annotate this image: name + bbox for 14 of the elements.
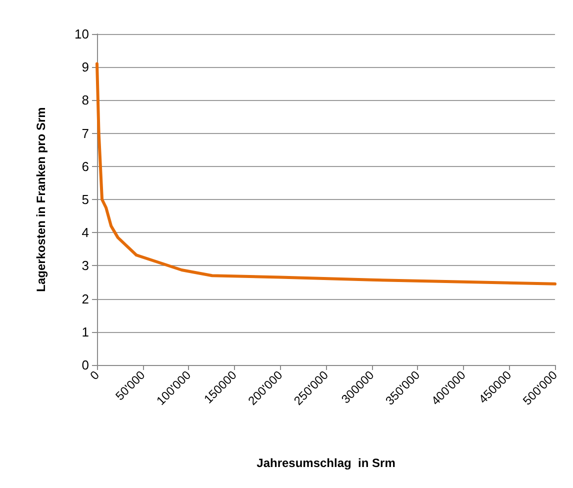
y-tick-label: 5 (82, 192, 89, 207)
y-tick-label: 2 (82, 291, 89, 306)
y-axis-title: Lagerkosten in Franken pro Srm (34, 107, 48, 292)
y-tick-label: 6 (82, 158, 89, 174)
y-tick-label: 0 (82, 358, 89, 372)
x-axis-title: Jahresumschlag in Srm (256, 456, 396, 470)
y-tick-label: 10 (74, 26, 89, 42)
y-tick-label: 8 (82, 92, 89, 108)
y-tick-label: 9 (82, 60, 89, 75)
y-tick-label: 1 (82, 324, 89, 340)
y-tick-label: 3 (82, 258, 89, 274)
y-tick-label: 4 (82, 225, 89, 240)
line-series (96, 62, 556, 286)
y-tick-label: 7 (82, 126, 89, 141)
